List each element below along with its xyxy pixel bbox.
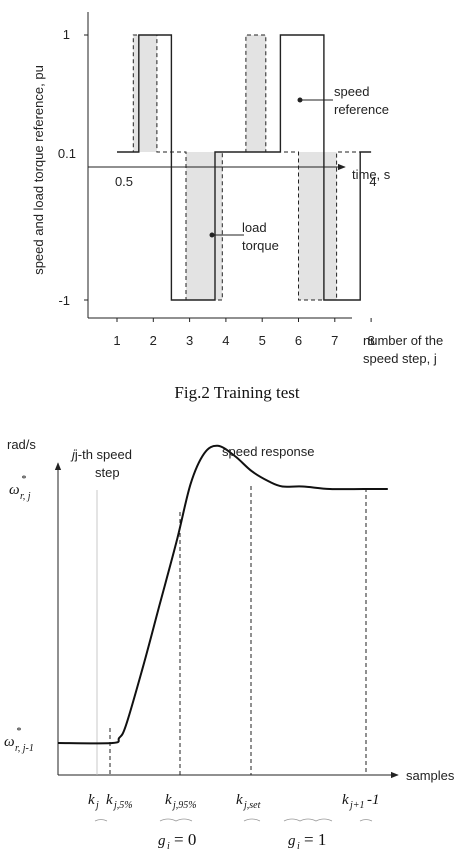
speed-reference-label-line1: speed: [334, 84, 369, 99]
k-subscript: j: [94, 800, 99, 811]
sample-tick-k-j-5-: k j,5%: [106, 792, 133, 811]
sample-ticks: k j k j,5% k j,95% k j,set k j+1 -1: [88, 792, 380, 811]
sample-tick-k-j-set: k j,set: [236, 792, 261, 811]
g-equals-1: g i = 1: [288, 830, 326, 852]
load-torque-line: [117, 34, 372, 301]
g-symbol: g: [288, 833, 296, 849]
ytick-0-1: 0.1: [58, 146, 76, 161]
sample-tick-k-j-95-: k j,95%: [165, 792, 197, 811]
step-tick-5: 5: [259, 333, 266, 348]
shaded-region-1: [133, 35, 157, 152]
k-symbol: k: [106, 792, 113, 808]
ytick-minus-1: -1: [58, 293, 70, 308]
omega-subscript: r, j-1: [15, 743, 34, 754]
k-subscript: j,set: [242, 800, 261, 811]
sample-tick-k-j-1: k j+1 -1: [342, 792, 380, 811]
top-x-axis-label-line1: number of the: [363, 333, 443, 348]
g-value: = 1: [304, 830, 326, 849]
omega-symbol: ω: [9, 482, 20, 498]
omega-symbol: ω: [4, 734, 15, 750]
load-torque-label-line1: load: [242, 220, 267, 235]
g-equals-0: g i = 0: [158, 830, 196, 852]
step-tick-1: 1: [113, 333, 120, 348]
top-x-axis-label-line2: speed step, j: [363, 351, 437, 366]
speed-response-curve: [57, 444, 388, 745]
figure-caption: Fig.2 Training test: [174, 383, 299, 402]
k-symbol: k: [236, 792, 243, 808]
time-tick-0-5: 0.5: [115, 174, 133, 189]
brace-marks: [94, 818, 373, 822]
bottom-y-axis-label: rad/s: [7, 437, 36, 452]
ytick-omega-r-j-1: ω * r, j-1: [4, 726, 34, 754]
bottom-x-axis-label: samples: [406, 768, 455, 783]
brace-5: [359, 819, 373, 822]
load-torque-marker: [209, 232, 215, 238]
shaded-region-3: [245, 35, 266, 152]
j-th-step-label-line2: step: [95, 465, 120, 480]
brace-2: [159, 818, 193, 822]
shaded-region-4: [298, 152, 337, 300]
g-subscript: i: [297, 841, 300, 852]
top-y-axis-label: speed and load torque reference, pu: [31, 65, 46, 275]
step-tick-6: 6: [295, 333, 302, 348]
training-test-chart: 1 0.1 -1 speed and load torque reference…: [31, 12, 443, 366]
step-tick-3: 3: [186, 333, 193, 348]
speed-reference-label-line2: reference: [334, 102, 389, 117]
ytick-1: 1: [63, 27, 70, 42]
step-number-ticks: 1 2 3 4 5 6 7 8: [113, 318, 375, 348]
brace-3: [243, 818, 261, 822]
k-subscript: j,5%: [112, 800, 133, 811]
speed-response-chart: rad/s samples ω * r, j ω * r, j-1 jj-th …: [4, 437, 455, 852]
top-series-lines: [117, 34, 372, 301]
g-value: = 0: [174, 830, 196, 849]
step-tick-7: 7: [331, 333, 338, 348]
speed-reference-line: [117, 34, 372, 301]
omega-superscript: *: [16, 726, 21, 737]
g-symbol: g: [158, 833, 166, 849]
time-axis-label: time, s: [352, 167, 391, 182]
omega-subscript: r, j: [20, 491, 31, 502]
k-subscript: j,95%: [171, 800, 197, 811]
brace-4: [283, 818, 333, 822]
k-symbol: k: [342, 792, 349, 808]
k-suffix: -1: [367, 792, 380, 808]
step-tick-4: 4: [222, 333, 229, 348]
g-subscript: i: [167, 841, 170, 852]
speed-response-label: speed response: [222, 444, 315, 459]
j-th-step-label-line1: jj-th speed: [70, 447, 132, 462]
step-tick-8: 8: [367, 333, 374, 348]
k-subscript: j+1: [348, 800, 365, 811]
omega-superscript: *: [21, 474, 26, 485]
k-symbol: k: [88, 792, 95, 808]
ytick-omega-r-j: ω * r, j: [9, 474, 31, 502]
load-torque-label-line2: torque: [242, 238, 279, 253]
shaded-region-2: [185, 152, 223, 300]
k-symbol: k: [165, 792, 172, 808]
time-tick-4: 4: [369, 174, 376, 189]
speed-reference-marker: [297, 97, 303, 103]
brace-1: [94, 819, 108, 822]
step-tick-2: 2: [150, 333, 157, 348]
